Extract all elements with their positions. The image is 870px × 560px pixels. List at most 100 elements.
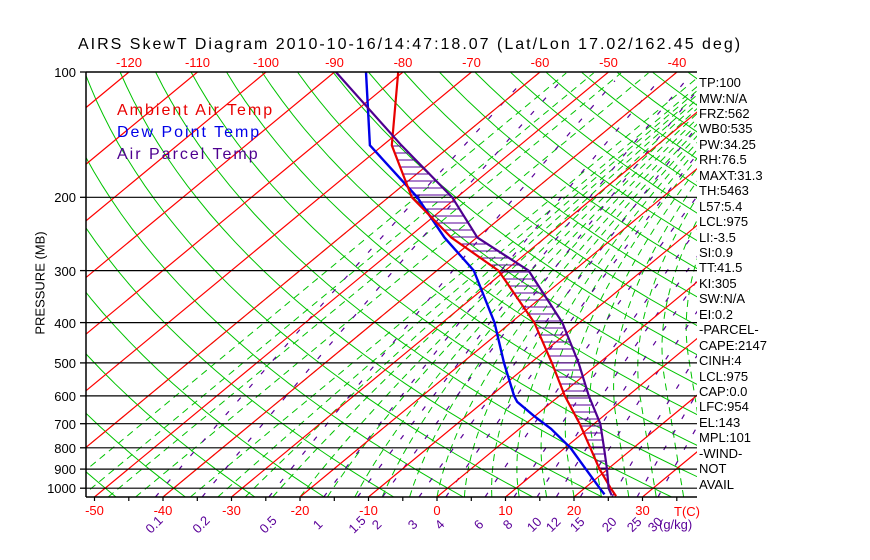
- mixing-ratio-line: [201, 80, 562, 497]
- isotherm-line: [436, 281, 697, 497]
- parcel-temp-curve: [335, 72, 613, 496]
- moist-adiabat-line: [613, 180, 697, 497]
- pressure-axis-label: 800: [54, 440, 76, 456]
- stat-line: -PARCEL-: [699, 322, 759, 338]
- dry-adiabat-line: [546, 72, 697, 187]
- stats-panel: TP:100 MW:N/A FRZ:562 WB0:535 PW:34.25 RH:76.…: [699, 0, 869, 560]
- mixing-ratio-line: [445, 153, 697, 497]
- pressure-axis-label: 900: [54, 462, 76, 478]
- moist-adiabat-line: [381, 112, 697, 497]
- moist-adiabat-line: [135, 72, 649, 497]
- moist-adiabat-line: [244, 90, 697, 497]
- isotherm-line: [299, 167, 697, 497]
- bottom-axis-label: -20: [290, 503, 310, 518]
- isotherm-line: [162, 72, 678, 497]
- stat-line: AVAIL: [699, 476, 734, 492]
- dry-adiabat-line: [332, 72, 697, 356]
- dew-point-curve: [364, 72, 606, 496]
- bottom-axis-label: 10: [498, 503, 513, 518]
- pressure-axis-caption: PRESSURE (MB): [32, 231, 48, 335]
- dry-adiabat-line: [155, 72, 672, 497]
- top-axis-label: -40: [667, 55, 687, 70]
- top-axis-label: -60: [530, 55, 550, 70]
- isotherm-line: [86, 72, 335, 279]
- dry-adiabat-line: [403, 72, 697, 298]
- stat-line: CINH:4: [699, 353, 742, 369]
- moist-adiabat-line: [86, 72, 567, 471]
- isotherm-line: [0, 72, 61, 497]
- moist-adiabat-line: [409, 118, 697, 497]
- bottom-axis-label: -50: [85, 503, 104, 518]
- moist-adiabat-line: [272, 94, 697, 497]
- stat-line: MW:N/A: [699, 90, 748, 106]
- dry-adiabat-line: [439, 72, 697, 270]
- isotherm-line: [86, 72, 198, 165]
- moist-adiabat-line: [190, 77, 697, 497]
- dry-adiabat-line: [226, 72, 697, 446]
- top-axis-label: -70: [462, 55, 481, 70]
- moist-adiabat-line: [564, 157, 697, 497]
- stat-line: NOT: [699, 461, 727, 477]
- moist-adiabat-line: [299, 98, 697, 497]
- bottom-axis-label: -30: [222, 503, 241, 518]
- mixing-ratio-line: [382, 89, 697, 497]
- pressure-axis-label: 600: [54, 388, 76, 404]
- stat-line: FRZ:562: [699, 105, 750, 121]
- top-axis-label: -110: [184, 55, 211, 70]
- moist-adiabat-line: [588, 167, 697, 497]
- moist-adiabat-line: [354, 108, 697, 497]
- pressure-axis-label: 200: [54, 190, 76, 206]
- stat-line: MPL:101: [699, 430, 752, 446]
- plot-area: [0, 72, 697, 497]
- legend-air-parcel-temp: Air Parcel Temp: [117, 146, 260, 163]
- isotherm-line: [86, 72, 267, 222]
- dry-adiabat-line: [86, 74, 533, 497]
- stat-line: WB0:535: [699, 121, 753, 137]
- stat-line: LCL:975: [699, 214, 749, 229]
- stat-line: EI:0.2: [699, 306, 733, 322]
- dry-adiabat-line: [86, 156, 464, 497]
- dry-adiabat-line: [86, 471, 117, 497]
- moist-adiabat-line: [326, 103, 697, 497]
- moist-adiabat-line: [491, 135, 697, 497]
- dry-adiabat-line: [190, 72, 697, 478]
- dry-adiabat-line: [86, 291, 325, 497]
- dry-adiabat-line: [86, 353, 256, 497]
- moist-adiabat-line: [217, 86, 697, 497]
- top-axis-label: -100: [252, 55, 280, 70]
- dry-adiabat-line: [86, 412, 186, 497]
- bottom-axis-label: 20: [566, 503, 582, 518]
- stat-line: LFC:954: [699, 399, 749, 415]
- stat-line: CAP:0.0: [699, 384, 748, 399]
- legend-ambient-air-temp: Ambient Air Temp: [117, 102, 275, 119]
- dry-adiabat-line: [86, 227, 395, 497]
- dry-adiabat-line: [510, 72, 697, 214]
- stat-line: LCL:975: [699, 368, 749, 384]
- dry-adiabat-line: [474, 72, 697, 242]
- dry-adiabat-line: [119, 72, 603, 497]
- stat-line: RH:76.5: [699, 152, 747, 168]
- mixing-axis-caption: (g/kg): [659, 517, 693, 532]
- stat-line: SW:N/A: [699, 291, 745, 307]
- dry-adiabat-line: [581, 72, 697, 160]
- top-axis-label: -120: [115, 55, 143, 70]
- dry-adiabat-line: [368, 72, 697, 327]
- top-axis-label: -90: [325, 55, 344, 70]
- stat-line: EL:143: [699, 414, 741, 430]
- bottom-axis-label: 30: [635, 503, 650, 518]
- pressure-axis-label: 100: [54, 65, 76, 80]
- moist-adiabat-line: [463, 129, 697, 497]
- isotherm-line: [573, 394, 697, 497]
- pressure-axis-label: 500: [54, 355, 76, 371]
- pressure-axis-label: 700: [54, 416, 76, 432]
- temp-axis-caption: T(C): [674, 504, 700, 519]
- moist-adiabat-line: [107, 72, 622, 497]
- isotherm-line: [368, 224, 697, 497]
- stat-line: CAPE:2147: [699, 337, 767, 353]
- bottom-axis-label: 0: [433, 503, 441, 518]
- stat-line: LI:-3.5: [699, 229, 736, 245]
- bottom-axis-label: -40: [153, 503, 173, 518]
- ambient-temp-curve: [390, 72, 618, 497]
- legend-dew-point-temp: Dew Point Temp: [117, 124, 262, 141]
